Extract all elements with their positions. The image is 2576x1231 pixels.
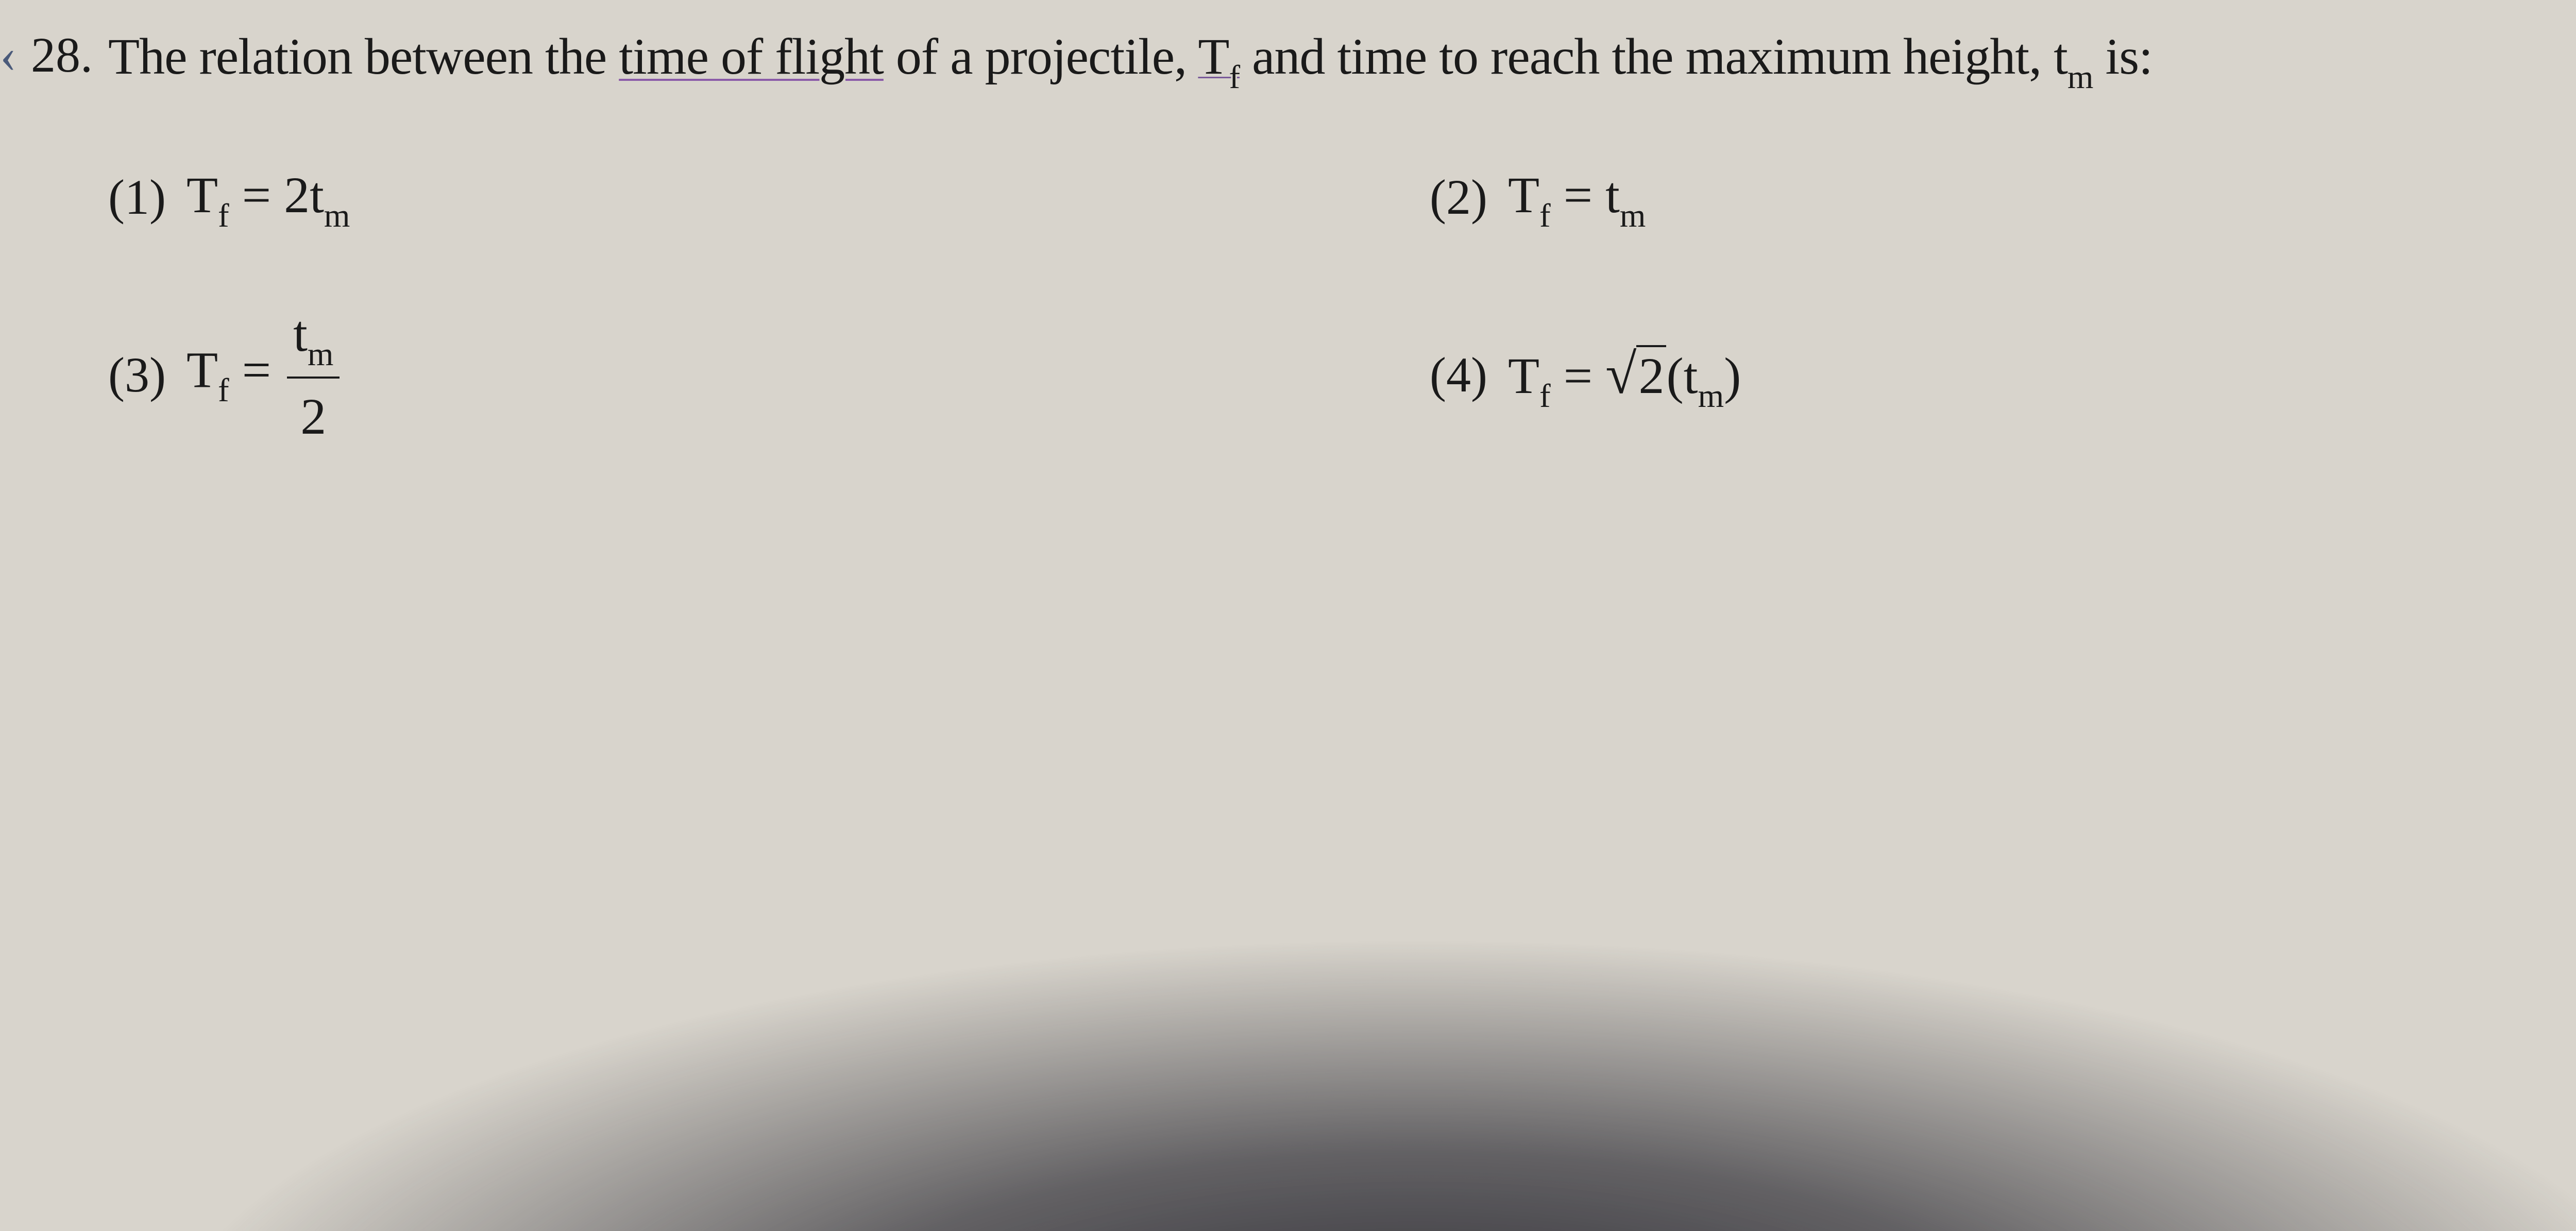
math-eq: =	[229, 341, 284, 398]
option-3: (3) Tf = tm2	[108, 298, 1224, 453]
math-sub-f: f	[1539, 197, 1551, 234]
math-sub-f: f	[218, 372, 229, 409]
math-t: t	[293, 305, 308, 362]
sqrt-symbol: √	[1605, 343, 1636, 405]
option-1: (1) Tf = 2tm	[108, 159, 1224, 236]
math-sub-f: f	[1539, 378, 1551, 415]
math-sub-m: m	[308, 336, 334, 373]
math-rparen: )	[1724, 347, 1741, 404]
option-4-math: Tf = √2(tm)	[1508, 334, 1741, 417]
tf-subscript: f	[1229, 59, 1240, 96]
option-2: (2) Tf = tm	[1430, 159, 2545, 236]
question-text-part2: of a projectile,	[884, 28, 1198, 85]
fraction-denominator: 2	[287, 379, 340, 453]
math-eq: =	[1551, 166, 1605, 224]
question-number: 28.	[31, 21, 93, 90]
math-T: T	[187, 166, 218, 224]
math-sub-f: f	[218, 197, 229, 234]
tf-symbol: Tf	[1198, 28, 1240, 85]
sqrt-arg: 2	[1636, 345, 1666, 404]
math-t: t	[310, 166, 324, 224]
option-2-label: (2)	[1430, 163, 1487, 232]
option-4-label: (4)	[1430, 340, 1487, 409]
option-3-label: (3)	[108, 340, 166, 409]
math-t: t	[1684, 347, 1698, 404]
math-sub-m: m	[1620, 197, 1646, 234]
option-4: (4) Tf = √2(tm)	[1430, 298, 2545, 453]
option-1-math: Tf = 2tm	[187, 159, 350, 236]
math-lparen: (	[1666, 347, 1683, 404]
question-text: The relation between the time of flight …	[108, 21, 2545, 97]
fraction: tm2	[287, 298, 340, 453]
math-sub-m: m	[324, 197, 350, 234]
math-T: T	[1508, 347, 1539, 404]
math-sub-m: m	[1698, 378, 1724, 415]
question-underlined-phrase: time of flight	[619, 28, 884, 85]
option-1-label: (1)	[108, 163, 166, 232]
math-eq: =	[229, 166, 284, 224]
math-two: 2	[284, 166, 310, 224]
tm-subscript: m	[2067, 59, 2093, 96]
math-eq: =	[1551, 347, 1605, 404]
question-block: 28. The relation between the time of fli…	[31, 21, 2545, 97]
math-T: T	[1508, 166, 1539, 224]
question-text-part1: The relation between the	[108, 28, 619, 85]
tf-letter: T	[1198, 28, 1229, 85]
options-grid: (1) Tf = 2tm (2) Tf = tm (3) Tf = tm2 (4…	[108, 159, 2545, 453]
sqrt: √2	[1605, 334, 1666, 414]
fraction-numerator: tm	[287, 298, 340, 379]
option-3-math: Tf = tm2	[187, 298, 343, 453]
question-text-part3: and time to reach the maximum height, t	[1240, 28, 2067, 85]
math-T: T	[187, 341, 218, 398]
question-text-part4: is:	[2093, 28, 2152, 85]
math-t: t	[1605, 166, 1620, 224]
photo-shadow-overlay	[0, 554, 2576, 1231]
option-2-math: Tf = tm	[1508, 159, 1646, 236]
